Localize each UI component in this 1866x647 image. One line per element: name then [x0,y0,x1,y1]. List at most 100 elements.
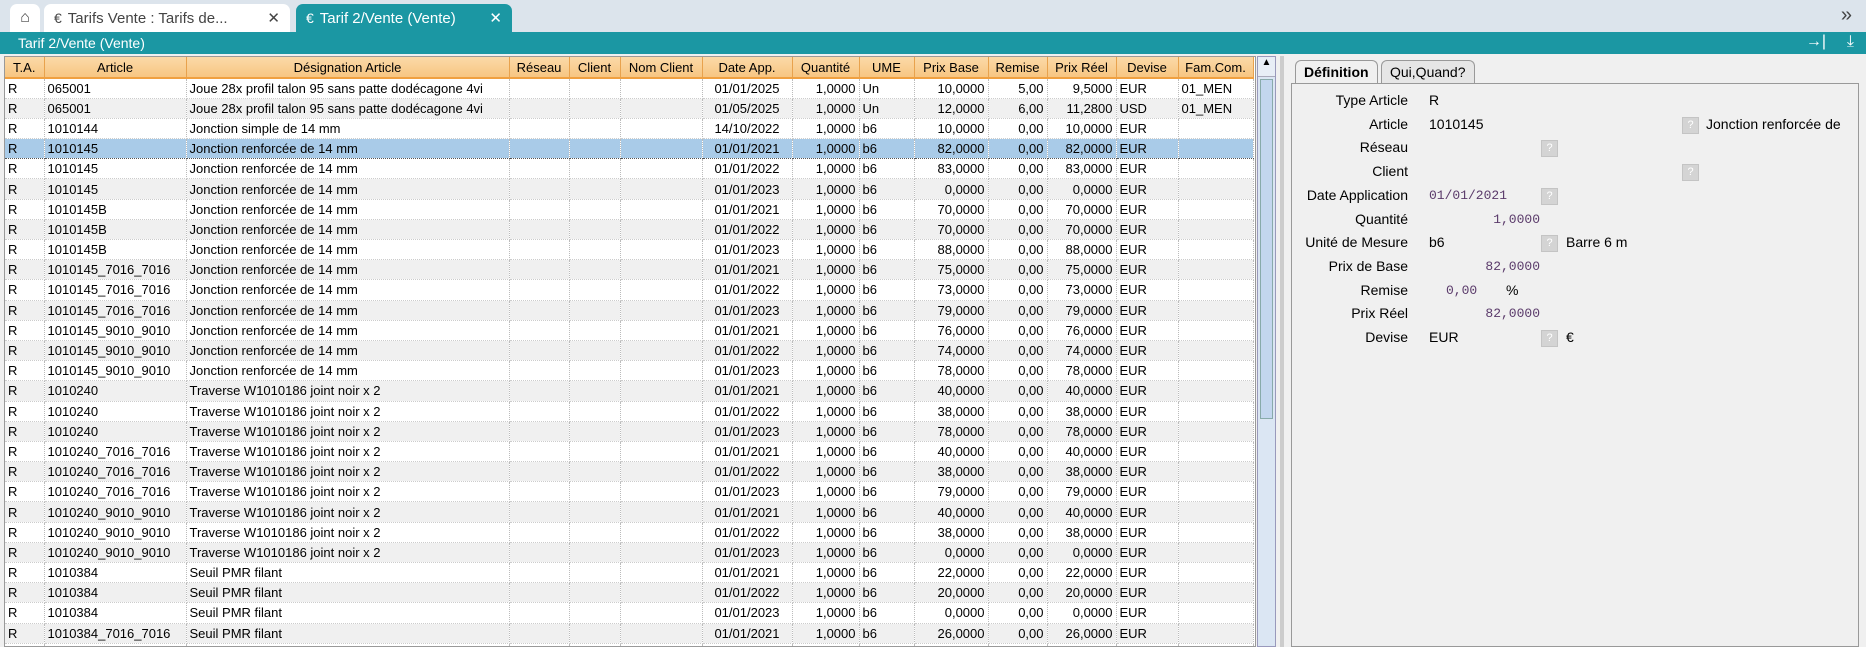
table-row[interactable]: R 065001 Joue 28x profil talon 95 sans pat… [5,78,1254,99]
column-header[interactable]: Prix Base [914,57,989,79]
table-row[interactable]: R 1010144 Jonction simple de 14 mm 14/10/20… [5,118,1254,140]
table-row[interactable]: R 1010240 Traverse W1010186 joint noir x 2… [5,421,1254,442]
table-row[interactable]: R 1010240_7016_7016 Traverse W1010186 join… [5,461,1254,483]
table-cell: 01/01/2023 [702,421,793,442]
table-cell: Traverse W1010186 joint noir x 2 [186,501,510,523]
table-row[interactable]: R 1010145_9010_9010 Jonction renforcée de … [5,340,1254,362]
unite-mesure-description: Barre 6 m [1566,234,1628,251]
quantite-value[interactable]: 1,0000 [1493,211,1540,227]
field-label-qte: Quantité [1355,210,1408,227]
scroll-up-arrow-icon[interactable]: ▲ [1258,57,1275,77]
table-row[interactable]: R 1010240_9010_9010 Traverse W1010186 join… [5,522,1254,543]
remise-value[interactable]: 0,00 [1446,282,1478,298]
tab-definition[interactable]: Définition [1295,60,1378,83]
table-row[interactable]: R 1010145 Jonction renforcée de 14 mm 01/01… [5,178,1254,200]
table-row[interactable]: R 1010145_7016_7016 Jonction renforcée de … [5,300,1254,321]
table-row[interactable]: R 1010384 Seuil PMR filant 01/01/2021 1,0000… [5,562,1254,584]
table-cell: 24,0000 [1047,643,1117,646]
prix-base-value[interactable]: 82,0000 [1485,258,1540,274]
table-cell: 0,00 [988,158,1048,180]
table-row[interactable]: R 1010145B Jonction renforcée de 14 mm 01/0… [5,219,1254,241]
column-header[interactable]: Article [44,57,187,79]
table-row[interactable]: R 1010240 Traverse W1010186 joint noir x 2… [5,401,1254,422]
download-icon[interactable]: ⤓ [1846,33,1854,50]
column-header[interactable]: Devise [1116,57,1179,79]
unite-mesure-value[interactable]: b6 [1429,234,1445,251]
table-cell [509,360,570,382]
help-icon[interactable]: ? [1541,235,1558,253]
column-header[interactable]: Client [569,57,621,79]
column-header[interactable]: T.A. [5,57,45,79]
scroll-thumb[interactable] [1260,79,1273,419]
column-header[interactable]: Remise [988,57,1048,79]
devise-value[interactable]: EUR [1429,329,1459,345]
tab-tarifs-vente[interactable]: € Tarifs Vente : Tarifs de... ✕ [44,4,290,32]
help-icon[interactable]: ? [1682,164,1699,182]
table-cell: EUR [1116,643,1179,646]
vertical-scrollbar[interactable]: ▲ [1257,56,1276,647]
help-icon[interactable]: ? [1682,116,1699,134]
column-header[interactable]: Date App. [702,57,793,79]
definition-form: Type Article Article Réseau Client Date Appl… [1291,83,1859,647]
column-header[interactable]: Désignation Article [186,57,510,79]
column-header[interactable]: Prix Réel [1047,57,1117,79]
help-icon[interactable]: ? [1541,187,1558,205]
table-cell: 065001 [44,98,187,119]
table-row[interactable]: R 1010145_9010_9010 Jonction renforcée de … [5,360,1254,382]
table-row[interactable]: R 1010145_7016_7016 Jonction renforcée de … [5,259,1254,281]
table-row[interactable]: R 1010145 Jonction renforcée de 14 mm 01/01… [5,138,1254,160]
table-cell: 22,0000 [914,562,989,584]
tab-tarif-2-vente[interactable]: € Tarif 2/Vente (Vente) ✕ [296,4,512,32]
table-row[interactable]: R 1010240_7016_7016 Traverse W1010186 join… [5,441,1254,463]
column-header[interactable]: Fam.Com. [1178,57,1254,79]
close-icon[interactable]: ✕ [267,10,280,27]
table-row[interactable]: R 1010240 Traverse W1010186 joint noir x 2… [5,380,1254,402]
table-cell: b6 [859,481,915,503]
home-tab[interactable]: ⌂ [10,4,40,32]
chevrons-right-icon[interactable]: » [1840,4,1852,26]
home-icon: ⌂ [20,9,30,26]
table-cell [569,219,621,241]
help-icon[interactable]: ? [1541,330,1558,347]
table-row[interactable]: R 1010384 Seuil PMR filant 01/01/2023 1,0000… [5,602,1254,624]
table-cell: 1,0000 [792,219,860,241]
tab-qui-quand[interactable]: Qui,Quand? [1381,60,1475,83]
splitter[interactable] [1280,56,1284,647]
table-cell: 74,0000 [914,340,989,362]
table-cell: 1010384 [44,582,187,604]
date-application-value[interactable]: 01/01/2021 [1429,187,1508,203]
table-cell: 75,0000 [914,259,989,281]
column-header[interactable]: UME [859,57,915,79]
table-row[interactable]: R 1010145B Jonction renforcée de 14 mm 01/0… [5,239,1254,261]
table-cell: R [5,643,45,646]
table-cell: EUR [1116,602,1179,624]
column-header[interactable]: Nom Client [620,57,703,79]
table-row[interactable]: R 1010145_9010_9010 Jonction renforcée de … [5,320,1254,341]
table-row[interactable]: R 1010145 Jonction renforcée de 14 mm 01/01… [5,158,1254,180]
table-row[interactable]: R 065001 Joue 28x profil talon 95 sans pat… [5,98,1254,119]
tariff-grid[interactable]: T.A. Article Désignation Article Réseau Clie… [4,56,1256,647]
arrow-to-end-icon[interactable]: →| [1805,33,1826,50]
type-article-value[interactable]: R [1429,92,1440,108]
table-row[interactable]: R 1010384 Seuil PMR filant 01/01/2022 1,0000… [5,582,1254,604]
column-header[interactable]: Réseau [509,57,570,79]
window-title: Tarif 2/Vente (Vente) [18,35,145,51]
table-cell: 40,0000 [1047,441,1117,463]
table-row[interactable]: R 1010240_9010_9010 Traverse W1010186 join… [5,542,1254,564]
table-cell [509,320,570,341]
table-cell: 1010384 [44,562,187,584]
table-row[interactable]: R 1010145B Jonction renforcée de 14 mm 01/0… [5,199,1254,220]
column-header[interactable]: Quantité [792,57,860,79]
article-value[interactable]: 1010145 [1429,115,1484,132]
help-icon[interactable]: ? [1541,140,1558,158]
close-icon[interactable]: ✕ [489,10,502,27]
table-row[interactable]: R 1010240_7016_7016 Traverse W1010186 join… [5,481,1254,503]
table-row[interactable]: R 1010145_7016_7016 Jonction renforcée de … [5,279,1254,301]
table-row[interactable]: R 1010240_9010_9010 Traverse W1010186 join… [5,501,1254,523]
table-cell: b6 [859,623,915,644]
table-cell: Jonction simple de 14 mm [186,118,510,140]
prix-reel-value[interactable]: 82,0000 [1485,306,1540,322]
table-cell [1178,562,1254,584]
